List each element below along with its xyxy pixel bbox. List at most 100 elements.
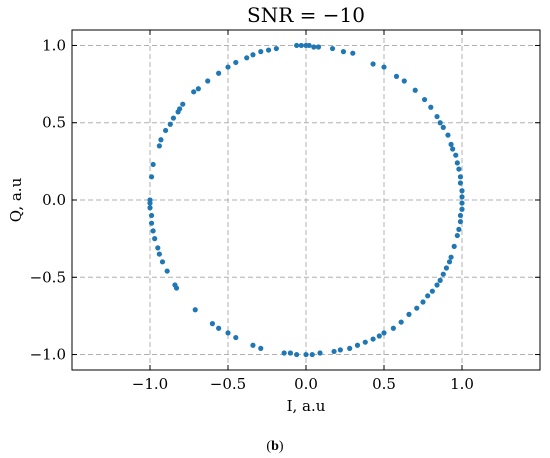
data-point (309, 351, 315, 358)
caption-letter: b (271, 439, 279, 454)
x-tick-label: −1.0 (132, 375, 168, 393)
data-point (177, 106, 183, 112)
data-point (337, 347, 343, 353)
data-point (457, 219, 464, 225)
data-point (451, 243, 457, 249)
data-point (180, 101, 186, 107)
data-point (347, 345, 353, 351)
data-point (350, 50, 356, 56)
data-point (420, 299, 426, 305)
data-point (401, 78, 407, 84)
grid-lines (72, 30, 540, 370)
data-point (225, 330, 231, 336)
data-point (393, 73, 400, 79)
y-tick-label: 1.0 (42, 36, 66, 54)
y-tick-label: 0.0 (42, 191, 66, 209)
data-point (216, 70, 222, 76)
data-point (294, 42, 300, 49)
data-point (453, 152, 459, 158)
data-point (250, 342, 256, 348)
data-point (311, 44, 317, 50)
data-point (156, 143, 162, 149)
x-tick-label: 0.5 (372, 375, 396, 393)
data-point (454, 160, 460, 166)
data-point (164, 268, 170, 274)
data-point (340, 49, 347, 55)
data-point (370, 61, 376, 67)
caption-close-paren: ) (279, 439, 284, 454)
data-point (317, 350, 323, 356)
data-point (233, 59, 239, 66)
data-point (448, 141, 454, 147)
data-point (258, 345, 264, 351)
data-point (457, 212, 464, 219)
data-point (454, 232, 460, 239)
data-point (163, 127, 169, 134)
figure-caption: (b) (266, 439, 283, 454)
data-point (445, 132, 451, 138)
x-tick-label: −0.5 (210, 375, 246, 393)
data-point (287, 350, 293, 356)
data-point (298, 42, 304, 49)
data-point (406, 311, 412, 317)
data-point (446, 259, 453, 265)
data-point (440, 271, 446, 277)
axis-ticks: −1.0 −0.5 0.0 0.5 1.0 −1.0 −0.5 0.0 0.5 1.0 (30, 30, 540, 393)
data-point (457, 174, 464, 180)
data-point (370, 336, 376, 342)
data-point (448, 254, 454, 260)
data-point (156, 251, 162, 257)
data-point (390, 325, 396, 331)
data-point (456, 226, 462, 232)
y-tick-label: 0.5 (42, 114, 66, 132)
data-point (459, 206, 465, 212)
data-point (437, 120, 443, 126)
data-points (147, 42, 465, 358)
data-point (381, 330, 387, 336)
data-point (172, 282, 178, 288)
data-point (443, 265, 449, 271)
data-point (459, 188, 465, 194)
data-point (148, 174, 155, 180)
data-point (167, 121, 173, 127)
data-point (329, 45, 336, 52)
data-point (306, 42, 312, 49)
data-point (148, 220, 155, 226)
data-point (152, 236, 158, 242)
data-point (158, 137, 164, 143)
data-point (381, 64, 387, 70)
x-axis-label: I, a.u (287, 397, 326, 415)
data-point (315, 44, 322, 50)
data-point (225, 64, 231, 70)
x-tick-label: 1.0 (450, 375, 474, 393)
data-point (265, 47, 272, 53)
data-point (205, 78, 211, 84)
data-point (294, 351, 300, 358)
data-point (244, 55, 250, 61)
data-point (440, 124, 446, 130)
data-point (459, 194, 465, 200)
data-point (429, 288, 435, 294)
data-point (450, 146, 456, 152)
data-point (457, 180, 464, 186)
data-point (150, 228, 156, 234)
data-point (376, 333, 382, 339)
y-tick-label: −1.0 (30, 346, 66, 364)
data-point (148, 212, 155, 219)
data-point (362, 339, 368, 345)
data-point (434, 113, 440, 120)
data-point (170, 115, 176, 121)
data-point (159, 259, 166, 265)
data-point (414, 305, 420, 311)
data-point (412, 87, 418, 93)
y-tick-label: −0.5 (30, 268, 66, 286)
data-point (398, 319, 404, 325)
data-point (456, 166, 462, 172)
data-point (273, 45, 279, 52)
data-point (331, 348, 337, 355)
data-point (459, 200, 465, 206)
data-point (233, 334, 239, 341)
data-point (192, 307, 198, 313)
data-point (437, 277, 443, 283)
